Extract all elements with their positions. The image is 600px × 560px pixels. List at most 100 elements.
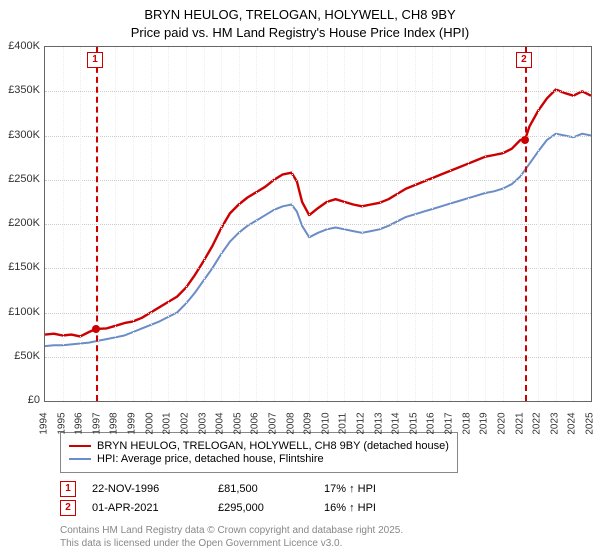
- gridline-h: [45, 268, 591, 269]
- gridline-v: [556, 47, 557, 401]
- event-marker-box: 2: [516, 52, 532, 68]
- chart-plot-area: [44, 46, 592, 402]
- x-tick-label: 2007: [267, 412, 278, 434]
- legend-swatch-price-paid: [69, 445, 91, 447]
- x-tick-label: 2020: [496, 412, 507, 434]
- x-tick-label: 2014: [391, 412, 402, 434]
- x-tick-label: 2016: [426, 412, 437, 434]
- gridline-v: [380, 47, 381, 401]
- gridline-v: [133, 47, 134, 401]
- x-tick-label: 2017: [444, 412, 455, 434]
- gridline-v: [538, 47, 539, 401]
- chart-legend: BRYN HEULOG, TRELOGAN, HOLYWELL, CH8 9BY…: [60, 432, 458, 473]
- event-line: [525, 47, 527, 401]
- gridline-v: [362, 47, 363, 401]
- x-tick-label: 1997: [91, 412, 102, 434]
- y-tick-label: £0: [0, 394, 40, 406]
- event-marker-box: 1: [87, 52, 103, 68]
- x-tick-label: 2019: [479, 412, 490, 434]
- x-tick-label: 1999: [127, 412, 138, 434]
- gridline-v: [309, 47, 310, 401]
- title-line-2: Price paid vs. HM Land Registry's House …: [131, 25, 469, 40]
- gridline-h: [45, 136, 591, 137]
- sale-index-box: 2: [60, 500, 76, 516]
- sale-index-box: 1: [60, 481, 76, 497]
- x-tick-label: 2018: [461, 412, 472, 434]
- x-tick-label: 2005: [232, 412, 243, 434]
- gridline-v: [432, 47, 433, 401]
- gridline-h: [45, 313, 591, 314]
- x-tick-label: 2002: [179, 412, 190, 434]
- x-tick-label: 1994: [39, 412, 50, 434]
- x-tick-label: 2008: [285, 412, 296, 434]
- x-tick-label: 2024: [567, 412, 578, 434]
- gridline-v: [573, 47, 574, 401]
- credit-text: Contains HM Land Registry data © Crown c…: [60, 524, 403, 550]
- sale-row: 122-NOV-1996£81,50017% ↑ HPI: [60, 481, 376, 497]
- sale-price: £295,000: [218, 502, 308, 514]
- gridline-v: [450, 47, 451, 401]
- y-tick-label: £400K: [0, 40, 40, 52]
- gridline-v: [239, 47, 240, 401]
- series-line-price_paid: [45, 90, 591, 337]
- x-tick-label: 1996: [74, 412, 85, 434]
- credit-line-1: Contains HM Land Registry data © Crown c…: [60, 525, 403, 536]
- x-tick-label: 2003: [197, 412, 208, 434]
- event-line: [96, 47, 98, 401]
- x-tick-label: 2012: [356, 412, 367, 434]
- gridline-h: [45, 357, 591, 358]
- legend-label-hpi: HPI: Average price, detached house, Flin…: [97, 453, 324, 465]
- x-tick-label: 2013: [373, 412, 384, 434]
- sale-row: 2 01-APR-2021 £295,000 16% ↑ HPI: [60, 500, 376, 516]
- sale-date: 22-NOV-1996: [92, 483, 202, 495]
- series-line-hpi: [45, 134, 591, 346]
- gridline-v: [292, 47, 293, 401]
- sale-delta: 17% ↑ HPI: [324, 483, 376, 495]
- x-tick-label: 2023: [549, 412, 560, 434]
- gridline-v: [521, 47, 522, 401]
- y-tick-label: £300K: [0, 129, 40, 141]
- y-tick-label: £250K: [0, 173, 40, 185]
- gridline-v: [151, 47, 152, 401]
- gridline-v: [397, 47, 398, 401]
- x-tick-label: 2009: [303, 412, 314, 434]
- gridline-v: [344, 47, 345, 401]
- gridline-v: [503, 47, 504, 401]
- gridline-v: [168, 47, 169, 401]
- x-tick-label: 2022: [532, 412, 543, 434]
- legend-label-price-paid: BRYN HEULOG, TRELOGAN, HOLYWELL, CH8 9BY…: [97, 440, 449, 452]
- x-tick-label: 1998: [109, 412, 120, 434]
- x-tick-label: 1995: [56, 412, 67, 434]
- x-tick-label: 2015: [408, 412, 419, 434]
- sale-delta: 16% ↑ HPI: [324, 502, 376, 514]
- gridline-v: [468, 47, 469, 401]
- sales-table: 122-NOV-1996£81,50017% ↑ HPI201-APR-2021…: [60, 478, 376, 519]
- y-tick-label: £150K: [0, 261, 40, 273]
- event-dot: [521, 136, 529, 144]
- gridline-v: [204, 47, 205, 401]
- gridline-h: [45, 180, 591, 181]
- legend-swatch-hpi: [69, 458, 91, 460]
- legend-row-hpi: HPI: Average price, detached house, Flin…: [69, 453, 449, 465]
- event-dot: [92, 325, 100, 333]
- gridline-v: [186, 47, 187, 401]
- y-tick-label: £350K: [0, 84, 40, 96]
- gridline-v: [256, 47, 257, 401]
- gridline-h: [45, 224, 591, 225]
- gridline-v: [80, 47, 81, 401]
- sale-date: 01-APR-2021: [92, 502, 202, 514]
- x-tick-label: 2011: [338, 413, 349, 435]
- gridline-v: [274, 47, 275, 401]
- y-tick-label: £50K: [0, 350, 40, 362]
- gridline-v: [327, 47, 328, 401]
- legend-row-price-paid: BRYN HEULOG, TRELOGAN, HOLYWELL, CH8 9BY…: [69, 440, 449, 452]
- x-tick-label: 2000: [144, 412, 155, 434]
- x-tick-label: 2001: [162, 412, 173, 434]
- credit-line-2: This data is licensed under the Open Gov…: [60, 538, 342, 549]
- title-line-1: BRYN HEULOG, TRELOGAN, HOLYWELL, CH8 9BY: [144, 7, 455, 22]
- x-tick-label: 2006: [250, 412, 261, 434]
- x-tick-label: 2010: [320, 412, 331, 434]
- x-tick-label: 2025: [585, 412, 596, 434]
- y-tick-label: £200K: [0, 217, 40, 229]
- gridline-v: [115, 47, 116, 401]
